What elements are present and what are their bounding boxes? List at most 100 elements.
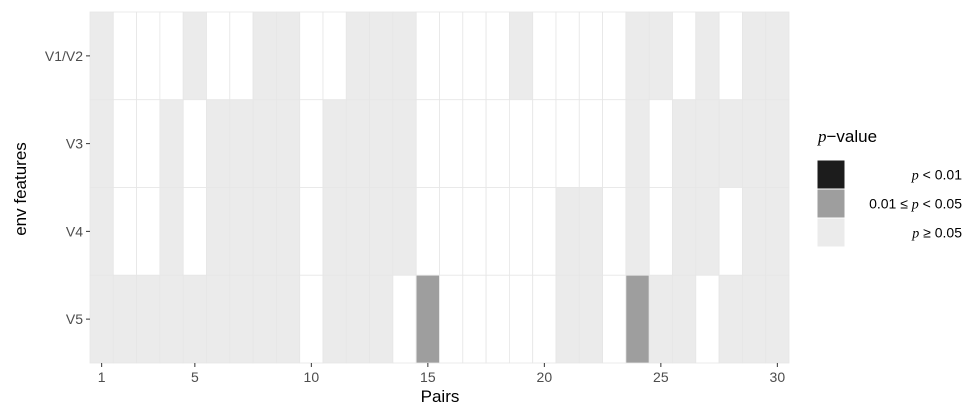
heatmap-cell	[625, 99, 650, 188]
x-tick-label: 15	[420, 369, 436, 385]
heatmap-cell	[672, 99, 697, 188]
legend-label-sig01: p < 0.01	[911, 167, 962, 184]
heatmap-cell	[229, 99, 254, 188]
heatmap-cell	[765, 11, 790, 101]
legend-label-sig05: 0.01 ≤ p < 0.05	[869, 196, 962, 213]
x-axis: 1 5 10 15 20 25 30	[98, 363, 786, 385]
heatmap-cell	[89, 99, 114, 188]
heatmap-cell	[695, 274, 720, 364]
heatmap-cell	[485, 11, 510, 101]
heatmap-cell	[625, 11, 650, 101]
heatmap-cell	[555, 274, 580, 364]
heatmap-cell	[439, 274, 464, 364]
heatmap-cell	[508, 274, 534, 364]
x-tick-label: 5	[191, 369, 199, 385]
heatmap-cell	[136, 187, 161, 276]
heatmap-cell	[602, 274, 627, 364]
heatmap-cell	[206, 274, 231, 364]
heatmap-cell	[742, 11, 767, 101]
heatmap-cell	[415, 187, 440, 276]
heatmap-cell	[136, 274, 161, 364]
heatmap-cell	[275, 11, 301, 101]
heatmap-cell	[299, 99, 324, 188]
heatmap-cell	[136, 11, 161, 101]
x-axis-title: Pairs	[421, 387, 460, 406]
heatmap-cell	[718, 274, 743, 364]
heatmap-cell	[742, 99, 767, 188]
heatmap-cell	[648, 187, 673, 276]
heatmap-cell	[648, 274, 673, 364]
x-tick-label: 10	[304, 369, 320, 385]
heatmap-cell	[299, 11, 324, 101]
heatmap-cell	[742, 187, 767, 276]
heatmap-cell	[532, 11, 557, 101]
y-tick-label: V4	[66, 223, 83, 239]
heatmap-cell	[89, 187, 114, 276]
legend-key-sig01	[816, 159, 846, 190]
heatmap-cell	[555, 187, 580, 276]
heatmap-cell	[322, 274, 347, 364]
heatmap-cell	[392, 11, 417, 101]
heatmap-cell	[299, 187, 324, 276]
heatmap-cell	[578, 187, 603, 276]
heatmap-cell	[532, 274, 557, 364]
heatmap-cell	[299, 274, 324, 364]
heatmap-cell	[275, 274, 301, 364]
heatmap-cell	[439, 99, 464, 188]
y-axis-title: env features	[11, 142, 30, 236]
heatmap-cell	[672, 11, 697, 101]
heatmap-cell	[578, 11, 603, 101]
heatmap-cell	[485, 99, 510, 188]
x-tick-label: 30	[770, 369, 786, 385]
legend: p−value p < 0.01 0.01 ≤ p < 0.05 p ≥ 0.05	[816, 127, 962, 248]
x-tick-label: 20	[537, 369, 553, 385]
heatmap-cell	[252, 274, 277, 364]
heatmap-cell	[112, 187, 138, 276]
heatmap-cell	[625, 187, 650, 276]
heatmap-cell	[229, 11, 254, 101]
heatmap-cell	[322, 187, 347, 276]
y-tick-label: V5	[66, 311, 83, 327]
heatmap-cell	[275, 99, 301, 188]
heatmap-cell	[462, 11, 487, 101]
heatmap-cell	[508, 187, 534, 276]
plot-panel	[89, 11, 790, 364]
heatmap-cell	[415, 99, 440, 188]
heatmap-cell	[322, 99, 347, 188]
heatmap-cell	[555, 11, 580, 101]
legend-title-var: p	[817, 127, 827, 146]
heatmap-cell	[275, 187, 301, 276]
heatmap-cell	[159, 187, 184, 276]
heatmap-cell	[182, 274, 207, 364]
heatmap-cell	[345, 11, 370, 101]
legend-key-sig05	[816, 188, 846, 219]
heatmap-cell	[392, 187, 417, 276]
heatmap-cell	[485, 187, 510, 276]
heatmap-cell	[206, 99, 231, 188]
heatmap-cell	[136, 99, 161, 188]
heatmap-cell	[182, 99, 207, 188]
heatmap-cell	[765, 274, 790, 364]
heatmap-cell	[462, 274, 487, 364]
heatmap-cell	[718, 11, 743, 101]
y-axis: V1/V2 V3 V4 V5	[45, 48, 90, 327]
heatmap-cell	[369, 11, 394, 101]
heatmap-cell	[532, 187, 557, 276]
heatmap-cell	[392, 99, 417, 188]
legend-title: p−value	[817, 127, 877, 146]
heatmap-cell	[672, 187, 697, 276]
heatmap-cell	[765, 187, 790, 276]
heatmap-cell	[369, 274, 394, 364]
heatmap-cell	[206, 187, 231, 276]
heatmap-cell	[159, 274, 184, 364]
y-tick-label: V3	[66, 136, 83, 152]
heatmap-cell	[485, 274, 510, 364]
legend-key-ns	[816, 217, 846, 248]
heatmap-cell	[345, 274, 370, 364]
heatmap-cell	[672, 274, 697, 364]
heatmap-cell	[439, 11, 464, 101]
heatmap-cell	[742, 274, 767, 364]
heatmap-cell	[462, 99, 487, 188]
heatmap-cell	[392, 274, 417, 364]
